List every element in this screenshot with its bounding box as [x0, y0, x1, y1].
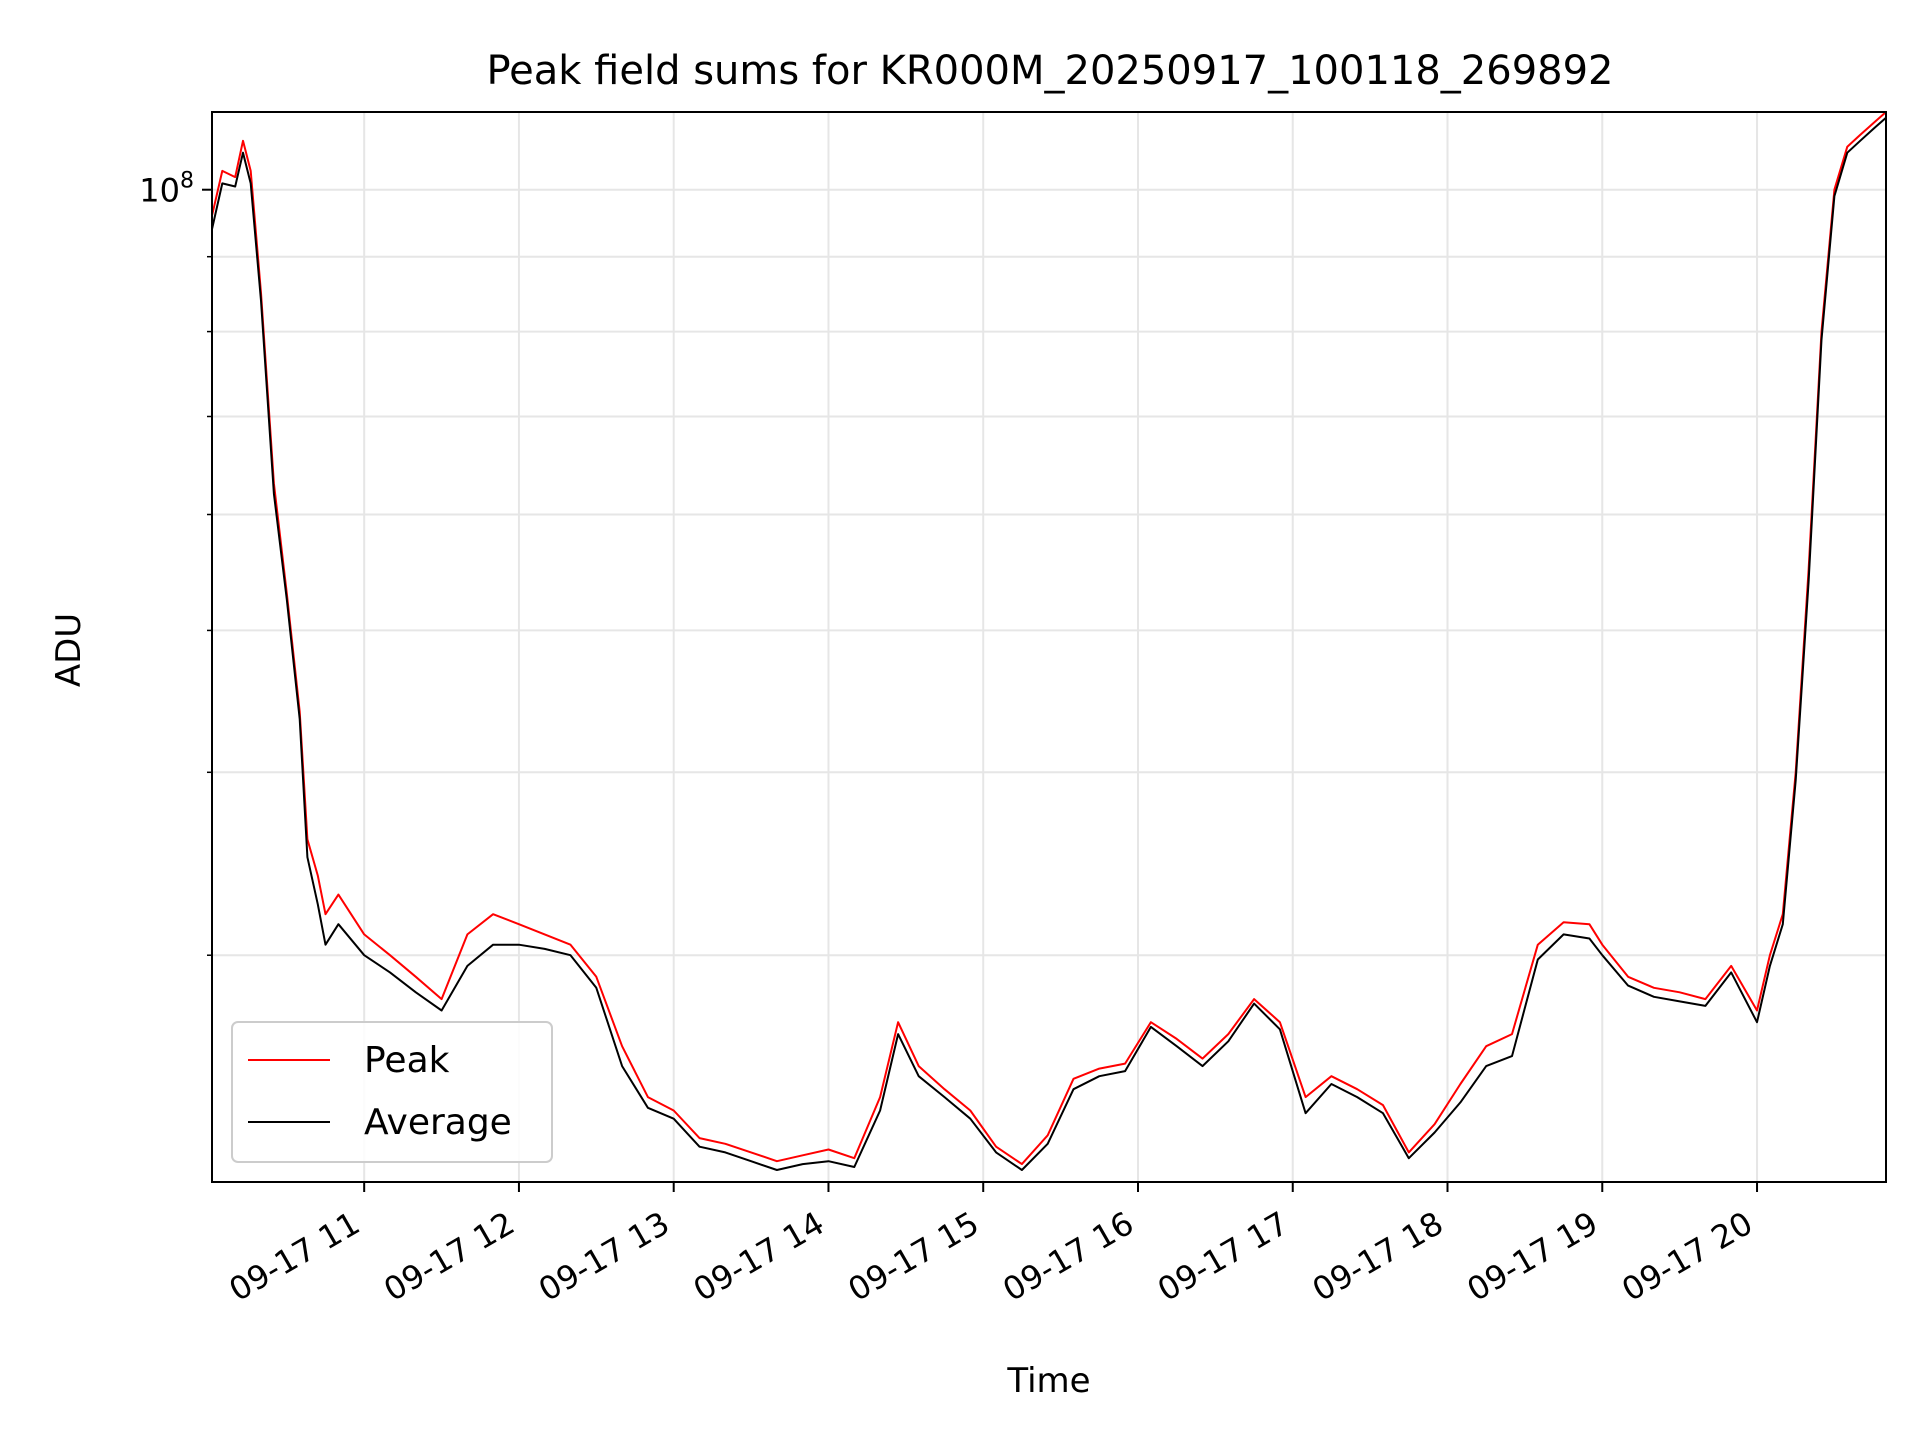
legend-average-label: Average [364, 1102, 512, 1143]
plot-frame [211, 111, 1887, 1183]
series-lines [211, 111, 1887, 1171]
legend-box [231, 1021, 553, 1163]
series-line-peak [211, 111, 1887, 1166]
chart-title: Peak field sums for KR000M_20250917_1001… [486, 48, 1613, 94]
legend-peak-label: Peak [364, 1040, 450, 1081]
y-axis-label: ADU [49, 613, 89, 687]
grid-lines [212, 112, 1886, 1182]
legend: Peak Average [231, 1021, 553, 1163]
y-axis: 108 [139, 169, 212, 956]
y-tick-label: 108 [139, 169, 194, 210]
series-line-average [211, 116, 1887, 1171]
x-axis-label: Time [1006, 1361, 1090, 1401]
